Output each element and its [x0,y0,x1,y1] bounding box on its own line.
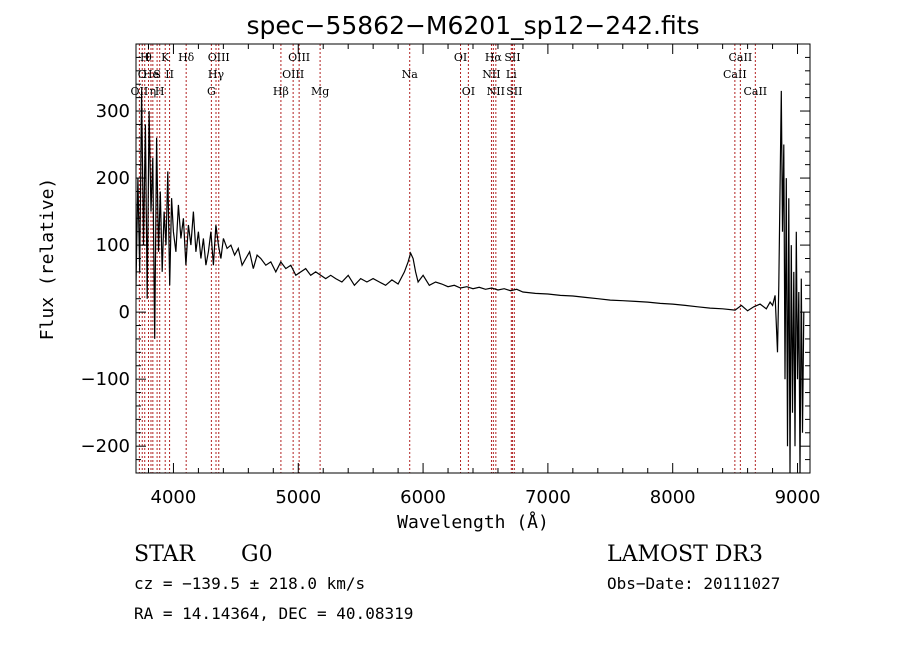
x-axis-ticks: 4000 5000 6000 7000 8000 9000 [147,44,821,508]
line-marker-label: θ [145,51,152,64]
line-marker-label: SII [506,85,522,98]
y-tick-label: −200 [81,436,130,457]
coordinates: RA = 14.14364, DEC = 40.08319 [134,604,413,623]
x-tick-label: 6000 [400,487,446,508]
line-marker-label: NII [487,85,505,98]
line-marker-label: Hγ [208,68,225,81]
line-marker-label: Mg [311,85,329,98]
emission-line-labels: OIIOHθHeηSHKIIHδGHγOIIIHβOIIIOIIIMgNaOIO… [131,51,768,98]
line-marker-label: OIII [208,51,230,64]
line-marker-label: He [143,68,159,81]
y-tick-label: 0 [119,302,130,323]
line-marker-label: OII [131,85,149,98]
line-marker-label: Hδ [178,51,195,64]
survey-name: LAMOST DR3 [607,542,763,567]
line-marker-label: CaII [723,68,747,81]
line-marker-label: H [155,85,165,98]
line-marker-label: Na [402,68,419,81]
x-axis-label: Wavelength (Å) [397,511,549,533]
line-marker-label: OIII [282,68,304,81]
x-tick-label: 7000 [525,487,571,508]
x-tick-label: 4000 [151,487,197,508]
line-marker-label: OI [454,51,467,64]
chart-title: spec−55862−M6201_sp12−242.fits [246,11,699,40]
plot-frame [135,43,811,474]
line-marker-label: OIII [288,51,310,64]
spectrum-line [136,90,805,473]
x-tick-label: 8000 [650,487,696,508]
x-tick-label: 5000 [275,487,321,508]
y-axis-ticks: −200 −100 0 100 200 300 [81,56,810,461]
spectrum-series [136,90,805,473]
y-tick-label: 100 [96,235,130,256]
line-marker-label: SII [504,51,520,64]
y-axis-label: Flux (relative) [37,178,58,341]
line-marker-label: η [150,85,157,98]
line-marker-label: NII [482,68,500,81]
object-class: STAR [134,542,196,567]
object-subclass: G0 [241,542,273,567]
line-marker-label: H [140,51,150,64]
line-marker-label: G [207,85,216,98]
line-marker-label: S [153,68,161,81]
line-marker-label: CaII [743,85,767,98]
line-marker-label: O [138,68,147,81]
line-marker-label: Hβ [273,85,289,98]
redshift-velocity: cz = −139.5 ± 218.0 km/s [134,574,365,593]
y-tick-label: −100 [81,369,130,390]
line-marker-label: K [161,51,170,64]
line-marker-label: OI [462,85,475,98]
line-marker-label: Hα [485,51,503,64]
y-tick-label: 300 [96,101,130,122]
line-marker-label: Li [506,68,517,81]
line-marker-label: II [165,68,174,81]
line-marker-label: CaII [729,51,753,64]
y-tick-label: 200 [96,168,130,189]
emission-line-markers [138,44,756,473]
observation-date: Obs−Date: 20111027 [607,574,780,593]
x-tick-label: 9000 [775,487,821,508]
